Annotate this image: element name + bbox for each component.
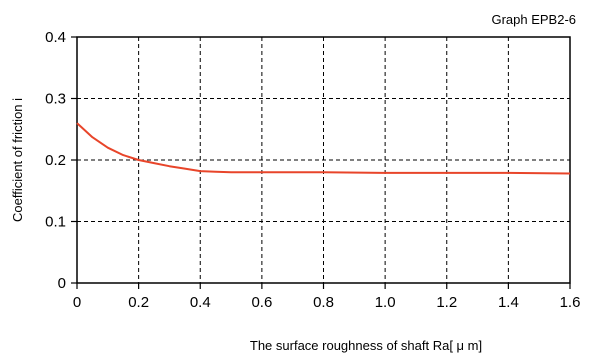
series-line — [76, 122, 571, 175]
x-tick-label: 1.2 — [436, 294, 457, 311]
y-tick-label: 0 — [58, 275, 66, 292]
chart-title: Graph EPB2-6 — [491, 12, 576, 27]
y-tick-label: 0.2 — [45, 152, 66, 169]
x-axis-title: The surface roughness of shaft Ra[ μ m] — [250, 338, 482, 353]
y-axis-title: Coefficient of friction i — [10, 98, 25, 222]
y-tick-label: 0.3 — [45, 91, 66, 108]
x-tick-label: 1.6 — [560, 294, 581, 311]
x-tick-label: 0 — [73, 294, 81, 311]
axis-ticks: 0 0.2 0.4 0.6 0.8 1.0 1.2 1.4 1.6 0 0.1 0.2 0.3 0.4 — [45, 29, 580, 311]
x-tick-label: 0.2 — [128, 294, 149, 311]
x-tick-label: 1.4 — [498, 294, 519, 311]
x-tick-label: 1.0 — [375, 294, 396, 311]
x-tick-label: 0.8 — [313, 294, 334, 311]
series-group — [76, 122, 571, 175]
grid — [77, 37, 570, 283]
x-tick-label: 0.6 — [251, 294, 272, 311]
x-tick-label: 0.4 — [190, 294, 211, 311]
y-tick-label: 0.4 — [45, 29, 66, 46]
y-tick-label: 0.1 — [45, 214, 66, 231]
